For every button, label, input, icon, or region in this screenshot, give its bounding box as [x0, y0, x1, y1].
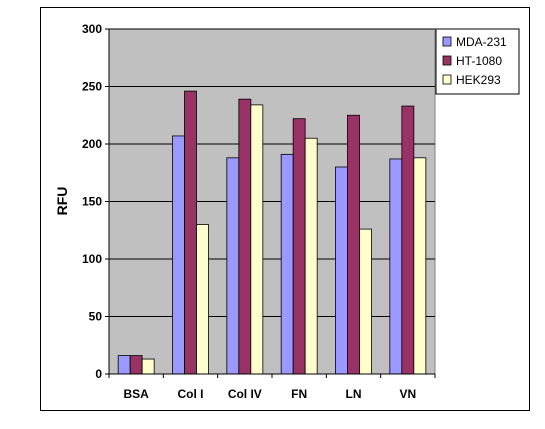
x-tick-label: Col I [178, 387, 204, 401]
bar-hek293-ln [359, 228, 372, 375]
bar-ht-1080-col-iv [238, 98, 252, 375]
y-axis-ticks: 0 50 100 150 200 250 300 [82, 22, 109, 381]
x-tick-label: BSA [123, 387, 149, 401]
legend-label: HT-1080 [456, 54, 502, 68]
x-tick-label: LN [346, 387, 362, 401]
y-tick-label: 50 [89, 310, 103, 324]
bar-mda-231-ln [335, 166, 348, 375]
x-tick-label: FN [291, 387, 307, 401]
y-tick-label: 150 [82, 195, 102, 209]
y-tick-label: 200 [82, 137, 102, 151]
bar-mda-231-vn [389, 158, 403, 375]
bar-ht-1080-vn [401, 105, 415, 375]
bar-hek293-col-i [196, 224, 209, 375]
bar-ht-1080-fn [292, 118, 306, 375]
y-tick-label: 0 [95, 367, 102, 381]
bar-mda-231-fn [280, 153, 294, 375]
legend-label: HEK293 [456, 73, 501, 87]
bar-hek293-vn [413, 157, 427, 375]
bar-hek293-col-iv [250, 104, 264, 375]
legend-label: MDA-231 [456, 35, 507, 49]
bar-mda-231-col-iv [226, 157, 240, 375]
bar-hek293-fn [304, 137, 318, 375]
bar-mda-231-bsa [117, 355, 131, 375]
bar-mda-231-col-i [172, 135, 185, 375]
x-tick-label: Col IV [228, 387, 262, 401]
legend-swatch [442, 55, 452, 66]
gridlines [109, 28, 435, 317]
y-tick-label: 100 [82, 252, 102, 266]
bar-hek293-bsa [141, 358, 155, 375]
bars [117, 90, 427, 375]
legend-swatch [442, 74, 452, 85]
x-tick-label: VN [399, 387, 416, 401]
x-axis-ticks: BSA Col I Col IV FN LN VN [108, 374, 436, 401]
bar-ht-1080-col-i [184, 90, 197, 375]
y-tick-label: 250 [82, 80, 102, 94]
bar-ht-1080-bsa [129, 355, 143, 375]
y-axis-title: RFU [54, 187, 70, 216]
legend-swatch [442, 36, 452, 47]
legend: MDA-231 HT-1080 HEK293 [435, 28, 520, 95]
y-tick-label: 300 [82, 22, 102, 36]
bar-ht-1080-ln [347, 114, 360, 375]
